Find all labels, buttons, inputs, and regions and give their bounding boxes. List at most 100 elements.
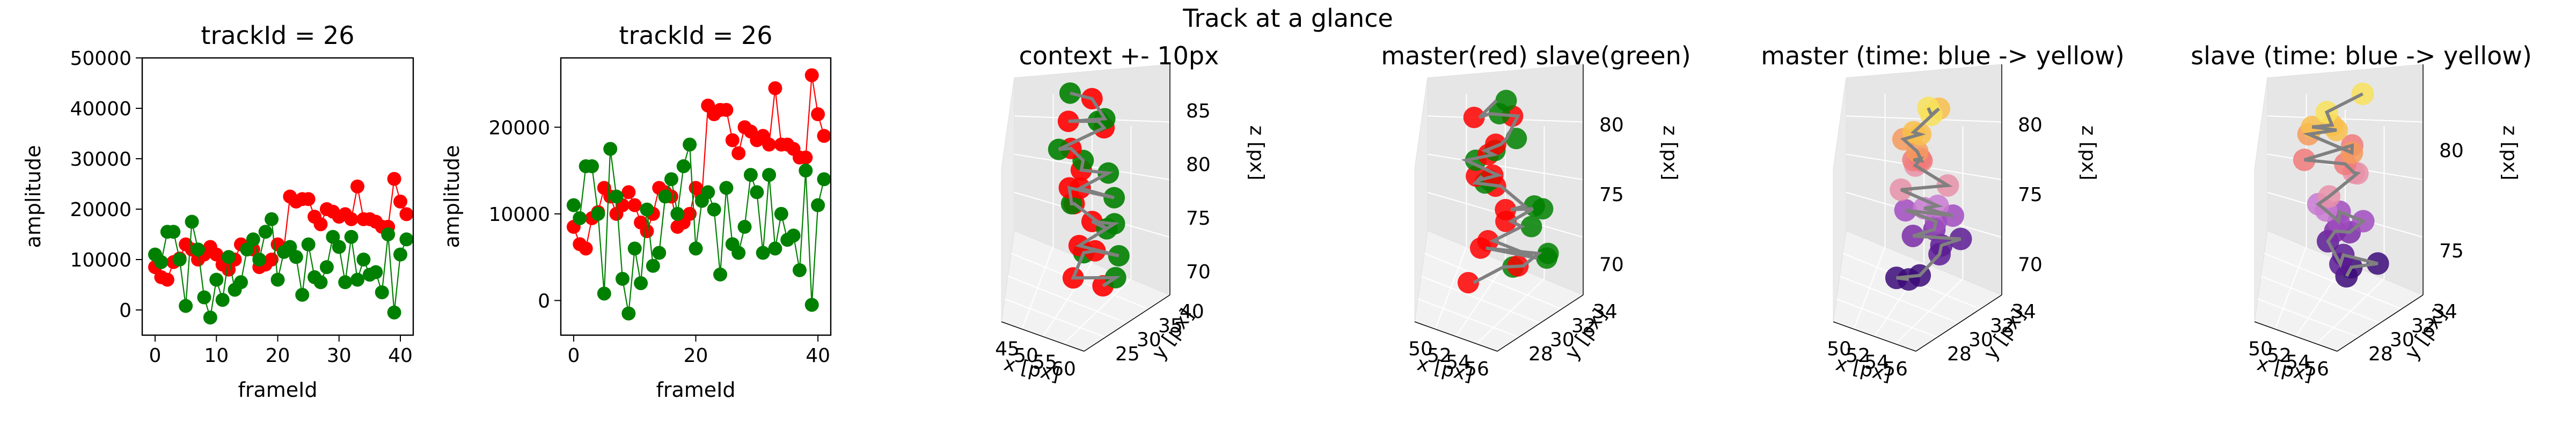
data-point-master [387,172,401,186]
chart-title: trackId = 26 [619,21,772,50]
x-tick-label: 40 [388,345,413,367]
data-point-slave [344,230,358,244]
grid-line [2260,276,2381,324]
track-line [2302,92,2379,277]
data-point-master [627,198,642,212]
data-point-slave [197,290,211,305]
data-point-slave [295,287,310,302]
data-point-slave [676,159,691,173]
data-point-slave [756,246,770,260]
y-tick-label: 50000 [70,48,131,70]
y-tick-label: 30 [1550,329,1575,351]
data-point-slave [369,265,383,279]
track-point [1457,272,1479,294]
grid-line [1839,276,1959,324]
grid-line [1894,278,1964,344]
data-point-slave [191,242,205,257]
x-tick-label: 54 [2286,352,2310,374]
figure-suptitle: Track at a glance [1182,4,1393,33]
data-point-master [799,150,813,165]
data-point-slave [811,198,825,212]
y-tick-label: 30 [2390,329,2414,351]
data-point-slave [283,240,297,254]
track-line [1896,107,1962,282]
data-point-slave [203,310,217,325]
data-point-slave [289,250,303,264]
chart-title: context +- 10px [1019,41,1219,70]
track-line [1058,91,1121,287]
data-point-slave [258,225,273,239]
z-tick-label: 75 [2439,240,2464,262]
chart-title: trackId = 26 [201,21,354,50]
data-point-slave [381,227,396,241]
data-point-slave [233,275,248,290]
data-point-slave [573,211,587,225]
data-point-slave [240,242,254,257]
x-tick-label: 10 [204,345,229,367]
data-point-master [731,146,746,160]
data-point-slave [609,189,624,204]
x-tick-label: 52 [2267,345,2292,367]
data-point-slave [804,298,819,312]
data-point-slave [683,137,697,152]
data-point-master [301,192,316,206]
data-point-slave [172,253,187,267]
grid-line [2257,298,2359,338]
y-tick-label: 28 [1528,343,1553,365]
grid-line [1004,298,1106,338]
data-point-slave [713,267,728,282]
data-point-master [621,185,636,199]
track-point [1495,198,1517,220]
track-point [1495,90,1517,112]
y-axis-line [1497,294,1584,352]
z-axis-label: z [px] [1659,125,1681,181]
chart-title: master (time: blue -> yellow) [1761,41,2124,70]
data-point-slave [786,228,801,243]
data-point-master [725,133,740,147]
z-tick-label: 80 [2018,114,2043,136]
y-tick-label: 20000 [70,199,131,221]
x-tick-label: 56 [1465,358,1489,380]
data-point-slave [270,272,285,287]
data-point-master [768,81,782,95]
data-point-master [160,272,174,287]
data-point-slave [792,263,807,277]
data-point-slave [689,241,703,256]
x-axis-line [2254,321,2338,352]
data-point-slave [597,286,611,301]
data-point-slave [701,185,715,199]
plot-frame [141,57,414,336]
y-tick-label: 10000 [488,204,550,226]
y-tick-label: 30000 [70,149,131,171]
data-point-slave [252,253,267,267]
y-tick-label: 40000 [70,98,131,120]
grid-line [1476,278,1545,344]
x-tick-label: 60 [1051,358,1076,380]
data-point-slave [627,241,642,256]
data-point-slave [179,299,193,313]
data-point-slave [326,230,340,244]
x-tick-label: 30 [327,345,352,367]
data-point-slave [338,275,353,290]
data-point-master [804,68,819,83]
data-point-slave [356,253,371,267]
data-point-slave [375,285,389,300]
data-point-slave [246,232,260,247]
data-point-slave [215,293,230,307]
data-point-slave [652,246,667,260]
data-point-master [350,179,365,194]
chart-title: slave (time: blue -> yellow) [2191,41,2532,70]
y-tick-label: 34 [2011,301,2036,323]
y-tick-label: 0 [119,300,131,322]
data-point-slave [731,246,746,260]
x-tick-label: 52 [1846,345,1870,367]
data-point-slave [658,189,672,204]
data-point-slave [719,181,734,195]
z-axis-label: z [px] [2077,125,2099,181]
x-tick-label: 56 [1883,358,1908,380]
x-tick-label: 45 [995,338,1020,360]
